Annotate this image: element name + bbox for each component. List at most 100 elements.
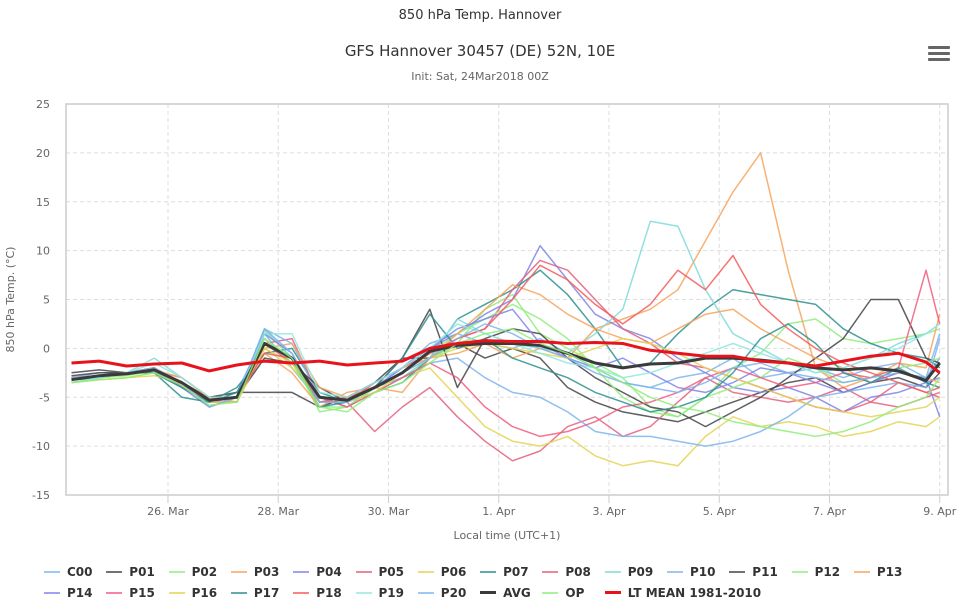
legend-item-c00[interactable]: C00 bbox=[44, 563, 93, 581]
y-tick-label: -5 bbox=[39, 391, 50, 404]
series-line-lt-mean-1981-2010[interactable] bbox=[71, 339, 941, 374]
y-tick-label: 25 bbox=[36, 98, 50, 111]
legend-item-p04[interactable]: P04 bbox=[293, 563, 342, 581]
legend-line-symbol bbox=[355, 570, 372, 573]
x-tick-label: 9. Apr bbox=[923, 505, 956, 518]
legend-line-symbol bbox=[729, 570, 746, 573]
legend-line-symbol bbox=[417, 570, 434, 573]
series-line-op[interactable] bbox=[71, 328, 941, 438]
x-tick-label: 28. Mar bbox=[257, 505, 299, 518]
legend-line-symbol bbox=[417, 591, 434, 594]
y-tick-label: -15 bbox=[32, 489, 50, 502]
x-tick-label: 5. Apr bbox=[703, 505, 736, 518]
hamburger-menu-icon[interactable] bbox=[928, 46, 950, 64]
legend-item-p10[interactable]: P10 bbox=[667, 563, 716, 581]
legend-line-symbol bbox=[791, 570, 808, 573]
legend-label: P02 bbox=[191, 565, 218, 579]
chart-subtitle: Init: Sat, 24Mar2018 00Z bbox=[411, 70, 549, 83]
legend-item-p15[interactable]: P15 bbox=[106, 584, 155, 602]
legend-line-symbol bbox=[44, 591, 60, 594]
x-tick-label: 30. Mar bbox=[368, 505, 410, 518]
legend-line-symbol bbox=[853, 570, 870, 573]
series-line-p19[interactable] bbox=[71, 323, 941, 399]
legend-label: OP bbox=[565, 586, 585, 600]
x-axis: 26. Mar 28. Mar 30. Mar 1. Apr 3. Apr 5. Apr 7… bbox=[147, 495, 957, 518]
chart-svg: 25 20 15 10 5 0 -5 -10 -15 26. Mar 28. Mar 30. Mar… bbox=[4, 98, 957, 542]
series-lines bbox=[71, 152, 941, 467]
legend-item-p09[interactable]: P09 bbox=[604, 563, 654, 581]
y-tick-label: 10 bbox=[36, 245, 50, 258]
legend-line-symbol bbox=[230, 591, 247, 594]
x-tick-label: 1. Apr bbox=[482, 505, 515, 518]
legend-label: P07 bbox=[503, 565, 529, 579]
y-tick-label: -10 bbox=[32, 440, 50, 453]
legend-label: P05 bbox=[378, 565, 405, 579]
legend-item-p07[interactable]: P07 bbox=[480, 563, 529, 581]
legend-line-symbol bbox=[44, 570, 60, 573]
legend-item-op[interactable]: OP bbox=[542, 584, 584, 602]
y-tick-label: 15 bbox=[36, 196, 50, 209]
x-tick-label: 26. Mar bbox=[147, 505, 189, 518]
legend-line-symbol bbox=[293, 591, 310, 594]
legend-item-p11[interactable]: P11 bbox=[729, 563, 778, 581]
legend-label: P13 bbox=[876, 565, 903, 579]
legend-label: C00 bbox=[67, 565, 93, 579]
legend-label: P03 bbox=[253, 565, 280, 579]
legend-item-p12[interactable]: P12 bbox=[791, 563, 841, 581]
series-line-p04[interactable] bbox=[71, 244, 940, 413]
chart-page-title: 850 hPa Temp. Hannover bbox=[398, 8, 562, 23]
legend-item-avg[interactable]: AVG bbox=[480, 584, 531, 602]
legend-label: P06 bbox=[440, 565, 467, 579]
plot-frame bbox=[65, 103, 949, 496]
legend-item-p01[interactable]: P01 bbox=[106, 563, 155, 581]
y-tick-label: 5 bbox=[43, 294, 50, 307]
legend-label: P04 bbox=[316, 565, 342, 579]
legend-line-symbol bbox=[542, 570, 559, 573]
legend-label: P18 bbox=[316, 586, 342, 600]
legend-label: P20 bbox=[440, 586, 467, 600]
legend-item-p14[interactable]: P14 bbox=[44, 584, 93, 602]
legend-item-p20[interactable]: P20 bbox=[417, 584, 467, 602]
legend-label: P08 bbox=[565, 565, 591, 579]
y-axis-title: 850 hPa Temp. (°C) bbox=[4, 247, 17, 353]
y-axis: 25 20 15 10 5 0 -5 -10 -15 bbox=[32, 98, 50, 502]
legend-item-p02[interactable]: P02 bbox=[168, 563, 218, 581]
legend-label: P17 bbox=[253, 586, 280, 600]
legend-line-symbol bbox=[480, 570, 497, 573]
legend-item-p03[interactable]: P03 bbox=[230, 563, 280, 581]
legend-item-p16[interactable]: P16 bbox=[168, 584, 218, 602]
legend-line-symbol bbox=[293, 570, 310, 573]
legend-item-p06[interactable]: P06 bbox=[417, 563, 467, 581]
legend-label: LT MEAN 1981-2010 bbox=[627, 586, 762, 600]
legend-label: P01 bbox=[129, 565, 155, 579]
legend-line-symbol bbox=[168, 570, 185, 573]
legend-item-p19[interactable]: P19 bbox=[355, 584, 405, 602]
legend-label: P14 bbox=[67, 586, 93, 600]
legend-line-symbol bbox=[604, 591, 621, 594]
legend-label: P19 bbox=[378, 586, 405, 600]
legend-item-p17[interactable]: P17 bbox=[230, 584, 280, 602]
legend-label: P12 bbox=[814, 565, 841, 579]
legend-item-p13[interactable]: P13 bbox=[853, 563, 903, 581]
series-line-p11[interactable] bbox=[71, 298, 940, 428]
y-tick-label: 0 bbox=[43, 342, 50, 355]
legend-label: P16 bbox=[191, 586, 218, 600]
legend-label: AVG bbox=[503, 586, 531, 600]
legend-line-symbol bbox=[480, 591, 497, 594]
x-axis-title: Local time (UTC+1) bbox=[454, 529, 561, 542]
legend-line-symbol bbox=[355, 591, 372, 594]
legend-item-p05[interactable]: P05 bbox=[355, 563, 405, 581]
legend-line-symbol bbox=[542, 591, 559, 594]
series-line-p16[interactable] bbox=[71, 337, 941, 418]
x-tick-label: 7. Apr bbox=[813, 505, 846, 518]
legend-item-lt-mean-1981-2010[interactable]: LT MEAN 1981-2010 bbox=[604, 584, 762, 602]
legend-item-p08[interactable]: P08 bbox=[542, 563, 591, 581]
legend-label: P15 bbox=[129, 586, 155, 600]
legend-line-symbol bbox=[230, 570, 247, 573]
legend-line-symbol bbox=[667, 570, 683, 573]
legend-line-symbol bbox=[604, 570, 621, 573]
legend-label: P09 bbox=[627, 565, 654, 579]
legend-item-p18[interactable]: P18 bbox=[293, 584, 342, 602]
legend-line-symbol bbox=[106, 591, 123, 594]
legend-line-symbol bbox=[106, 570, 123, 573]
